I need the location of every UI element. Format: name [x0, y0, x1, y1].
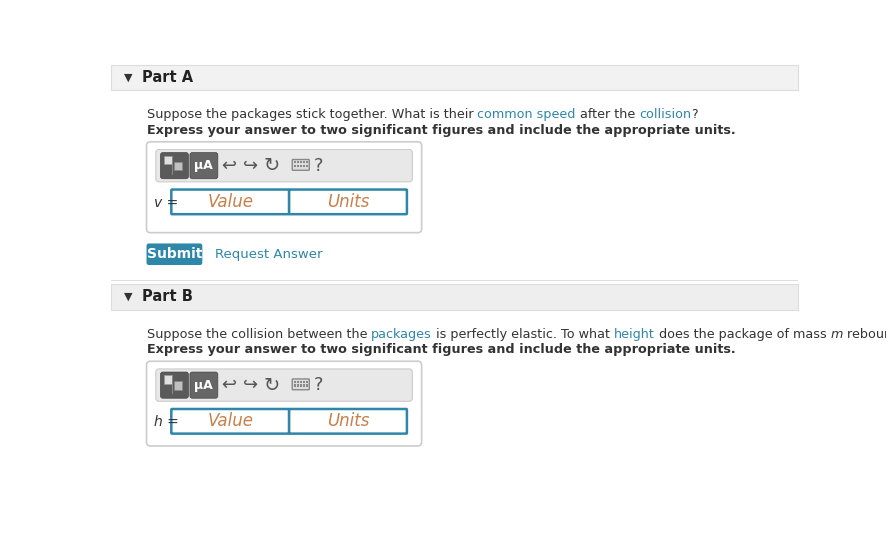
Text: Units: Units — [326, 413, 369, 430]
Bar — [174, 162, 182, 170]
Text: v =: v = — [154, 195, 178, 210]
Bar — [172, 157, 173, 175]
FancyBboxPatch shape — [190, 372, 218, 398]
Text: ↩: ↩ — [221, 376, 236, 394]
Text: Express your answer to two significant figures and include the appropriate units: Express your answer to two significant f… — [146, 124, 734, 137]
Bar — [297, 161, 299, 164]
Text: Suppose the packages stick together. What is their: Suppose the packages stick together. Wha… — [146, 109, 477, 122]
Text: Submit: Submit — [146, 247, 202, 261]
Text: Value: Value — [207, 193, 253, 211]
Text: ↻: ↻ — [264, 156, 280, 175]
FancyBboxPatch shape — [146, 142, 421, 233]
FancyBboxPatch shape — [156, 150, 412, 182]
FancyBboxPatch shape — [146, 361, 421, 446]
Text: ?: ? — [690, 109, 696, 122]
Text: Part A: Part A — [142, 70, 193, 85]
Bar — [306, 161, 308, 164]
Bar — [297, 384, 299, 387]
Text: ▼: ▼ — [123, 292, 132, 302]
Bar — [111, 65, 797, 90]
Bar — [297, 381, 299, 383]
Bar — [111, 280, 797, 281]
Text: ▼: ▼ — [123, 72, 132, 83]
Bar — [303, 165, 305, 167]
Bar — [306, 165, 308, 167]
Text: does the package of mass: does the package of mass — [654, 328, 829, 341]
Bar — [297, 165, 299, 167]
Bar — [111, 309, 797, 481]
Text: packages: packages — [370, 328, 431, 341]
Bar — [299, 161, 302, 164]
Text: ↪: ↪ — [243, 157, 258, 174]
Bar — [299, 381, 302, 383]
Text: Suppose the collision between the: Suppose the collision between the — [146, 328, 370, 341]
FancyBboxPatch shape — [146, 244, 202, 265]
Text: ?: ? — [314, 376, 323, 394]
Text: Part B: Part B — [142, 289, 192, 305]
Bar — [303, 384, 305, 387]
Bar — [293, 384, 296, 387]
Text: ↻: ↻ — [264, 376, 280, 395]
Bar — [163, 375, 172, 383]
Text: ↩: ↩ — [221, 157, 236, 174]
FancyBboxPatch shape — [289, 190, 407, 214]
Text: Express your answer to two significant figures and include the appropriate units: Express your answer to two significant f… — [146, 343, 734, 356]
Text: is perfectly elastic. To what: is perfectly elastic. To what — [431, 328, 613, 341]
Text: collision: collision — [638, 109, 690, 122]
Bar — [299, 384, 302, 387]
Text: common speed: common speed — [477, 109, 575, 122]
Text: m: m — [829, 328, 842, 341]
Text: μA: μA — [194, 159, 213, 172]
FancyBboxPatch shape — [171, 409, 289, 434]
Text: ↪: ↪ — [243, 376, 258, 394]
FancyBboxPatch shape — [291, 379, 309, 390]
Bar — [303, 161, 305, 164]
Bar — [293, 381, 296, 383]
Bar — [163, 156, 172, 164]
Bar — [299, 165, 302, 167]
Bar — [172, 376, 173, 394]
FancyBboxPatch shape — [160, 372, 188, 398]
Bar — [303, 381, 305, 383]
Bar — [306, 381, 308, 383]
FancyBboxPatch shape — [160, 153, 188, 179]
Text: Request Answer: Request Answer — [214, 248, 322, 261]
Text: ?: ? — [314, 157, 323, 174]
Text: height: height — [613, 328, 654, 341]
Text: Value: Value — [207, 413, 253, 430]
FancyBboxPatch shape — [289, 409, 407, 434]
Bar — [306, 384, 308, 387]
Bar — [111, 284, 797, 309]
FancyBboxPatch shape — [171, 190, 289, 214]
Text: μA: μA — [194, 379, 213, 392]
FancyBboxPatch shape — [291, 159, 309, 170]
FancyBboxPatch shape — [156, 369, 412, 401]
Bar — [111, 90, 797, 283]
Text: h =: h = — [154, 415, 179, 429]
Bar — [293, 165, 296, 167]
Text: after the: after the — [575, 109, 638, 122]
Text: Units: Units — [326, 193, 369, 211]
Bar — [293, 161, 296, 164]
FancyBboxPatch shape — [190, 153, 218, 179]
Bar — [174, 381, 182, 390]
Text: rebound?: rebound? — [842, 328, 886, 341]
